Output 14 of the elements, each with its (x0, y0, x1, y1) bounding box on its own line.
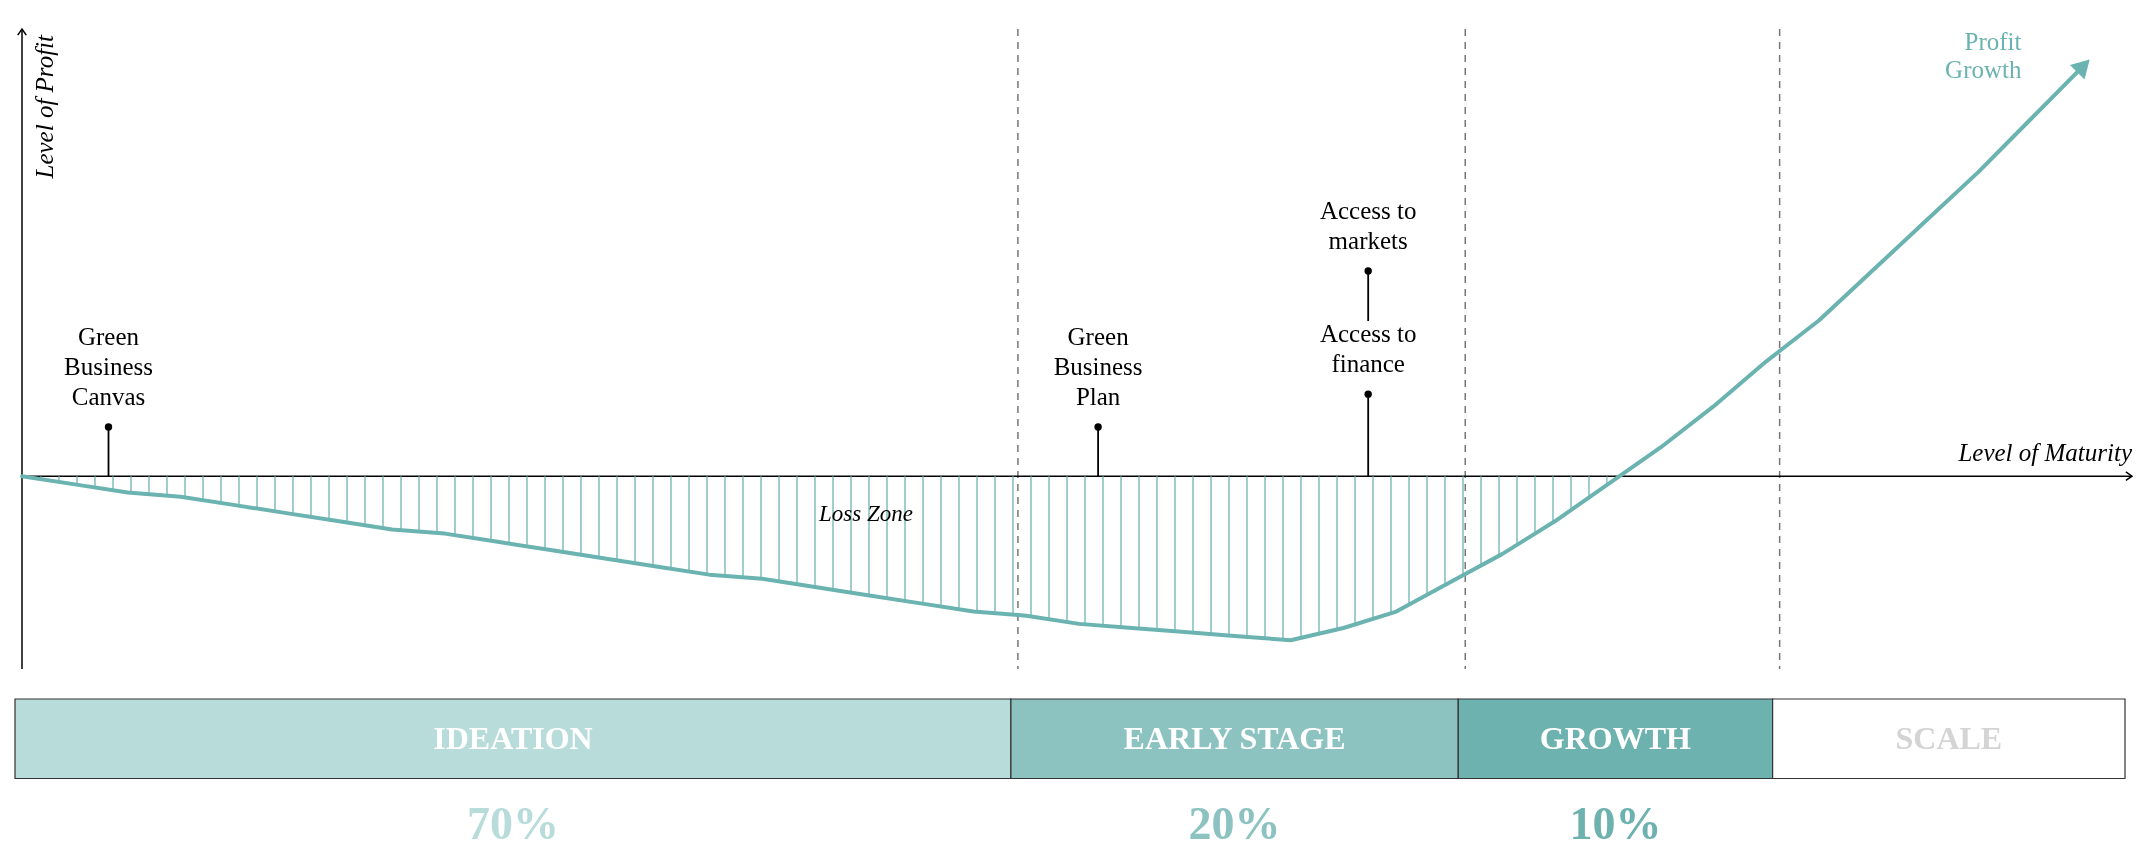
annotation: Green Business Canvas (64, 322, 153, 410)
series-label: Profit Growth (1945, 27, 2022, 83)
category-label: EARLY STAGE (1123, 719, 1346, 756)
text: 70% (466, 798, 559, 849)
text: 20% (1188, 798, 1281, 849)
annotation: Access to markets (1319, 197, 1417, 255)
x-axis-title: Level of Maturity (1957, 439, 2133, 467)
category-label: GROWTH (1539, 719, 1692, 756)
text: 10% (1569, 798, 1662, 849)
annotation: Loss Zone (818, 501, 913, 527)
y-axis-title: Level of Profit (31, 33, 58, 180)
annotation: Access to finance (1319, 320, 1417, 378)
annotation: Green Business Plan (1053, 322, 1143, 410)
category-label: IDEATION (433, 719, 593, 756)
